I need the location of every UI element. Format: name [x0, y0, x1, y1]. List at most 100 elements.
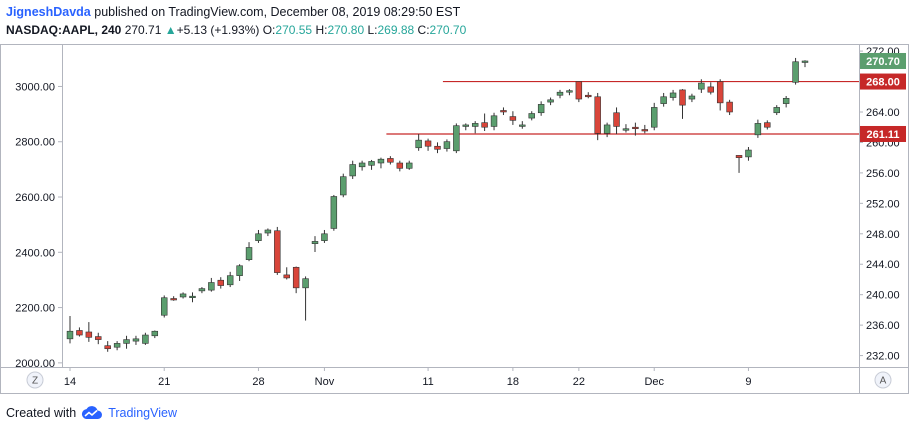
candle	[688, 93, 696, 103]
candle-body	[132, 338, 140, 342]
candle-body	[745, 149, 752, 158]
candle	[217, 277, 224, 289]
candle-body	[509, 116, 517, 121]
time-axis[interactable]: 14 21 28 Nov 11 18 22 Dec 9	[64, 367, 752, 388]
candle	[519, 121, 526, 129]
candle	[151, 330, 159, 339]
candle	[641, 124, 649, 134]
candles	[66, 57, 809, 352]
right-price-axis[interactable]: 232.00 236.00 240.00 244.00 248.00 252.00 256.…	[859, 46, 900, 363]
price-chart[interactable]: 2000.00 2200.00 2400.00 2600.00 2800.00 3000.…	[0, 0, 916, 400]
candle-body	[641, 129, 649, 132]
candle	[95, 332, 102, 345]
candle-body	[519, 124, 526, 127]
z-button[interactable]: Z	[26, 371, 44, 389]
candle-body	[311, 241, 319, 244]
candle-body	[764, 122, 771, 128]
candle-body	[226, 275, 234, 286]
candle-body	[387, 158, 394, 163]
change-arrow-icon: ▲	[164, 23, 177, 37]
left-tick-label: 2400.00	[15, 247, 55, 259]
candle-body	[443, 141, 451, 149]
candle-body	[179, 293, 187, 298]
candle-body	[585, 94, 592, 98]
open-label: O:	[262, 23, 276, 37]
candle	[792, 57, 799, 85]
candle	[226, 271, 234, 288]
candle-body	[716, 81, 724, 104]
candle	[132, 335, 140, 345]
right-tick-label: 264.00	[866, 107, 900, 119]
a-button[interactable]: A	[874, 371, 892, 389]
candle-body	[632, 126, 639, 130]
candle-body	[292, 266, 300, 289]
left-tick-label: 2800.00	[15, 137, 55, 149]
candle	[443, 139, 451, 152]
price-tag-label: 268.00	[866, 77, 900, 89]
time-tick-label: 18	[507, 376, 519, 388]
candle-body	[481, 122, 488, 128]
tradingview-link[interactable]: TradingView	[108, 406, 177, 420]
candle	[85, 322, 93, 342]
candle-body	[754, 123, 762, 136]
symbol-label: NASDAQ:AAPL, 240	[6, 23, 122, 37]
candle	[575, 81, 583, 103]
open-value: 270.55	[275, 23, 313, 37]
candle-body	[113, 343, 121, 348]
time-tick-label: 22	[573, 376, 585, 388]
candle	[255, 229, 262, 243]
left-tick-label: 2600.00	[15, 192, 55, 204]
candle-body	[161, 297, 168, 316]
left-tick-label: 2200.00	[15, 303, 55, 315]
created-with-text: Created with	[6, 406, 77, 420]
low-label: L:	[367, 23, 378, 37]
candle	[387, 156, 394, 165]
high-value: 270.80	[327, 23, 365, 37]
candle-body	[669, 92, 677, 98]
price-tags: 270.70 268.00 261.11	[860, 52, 906, 142]
candle	[594, 92, 601, 141]
candle-body	[76, 330, 83, 336]
candle	[745, 147, 752, 161]
time-tick-label: 21	[158, 376, 170, 388]
candle-body	[660, 96, 667, 104]
price-tag-label: 261.11	[866, 129, 899, 141]
time-tick-label: Dec	[644, 376, 664, 388]
last-price: 270.71	[124, 23, 162, 37]
time-tick-label: 28	[252, 376, 264, 388]
candle	[179, 292, 187, 299]
candle	[189, 292, 196, 303]
price-tag-box	[860, 73, 906, 90]
candle	[208, 277, 215, 292]
a-button-label: A	[880, 376, 887, 387]
right-tick-label: 240.00	[866, 290, 900, 302]
horizontal-levels[interactable]	[386, 80, 859, 135]
candle-body	[340, 176, 347, 196]
candle-body	[528, 113, 535, 119]
candle	[471, 121, 479, 134]
candle	[161, 295, 168, 318]
candle	[735, 155, 743, 173]
right-tick-label: 244.00	[866, 259, 900, 271]
left-tick-label: 2000.00	[15, 358, 55, 370]
candle	[292, 266, 300, 294]
candle	[490, 112, 498, 131]
candle-body	[773, 107, 780, 114]
right-tick-label: 252.00	[866, 198, 900, 210]
candle	[754, 119, 762, 138]
time-tick-label: Nov	[315, 376, 335, 388]
author-link[interactable]: JigneshDavda	[6, 5, 91, 19]
candle-body	[651, 107, 658, 128]
candle-body	[613, 112, 620, 127]
chart-frame	[0, 44, 909, 394]
candle-body	[274, 230, 281, 273]
candle-body	[490, 115, 498, 127]
candle	[453, 123, 460, 154]
candle	[698, 79, 705, 93]
candle	[349, 160, 356, 179]
candle-body	[424, 140, 432, 147]
z-button-label: Z	[32, 376, 38, 387]
candle-body	[151, 330, 159, 337]
candle	[358, 160, 366, 171]
candle	[302, 276, 309, 321]
